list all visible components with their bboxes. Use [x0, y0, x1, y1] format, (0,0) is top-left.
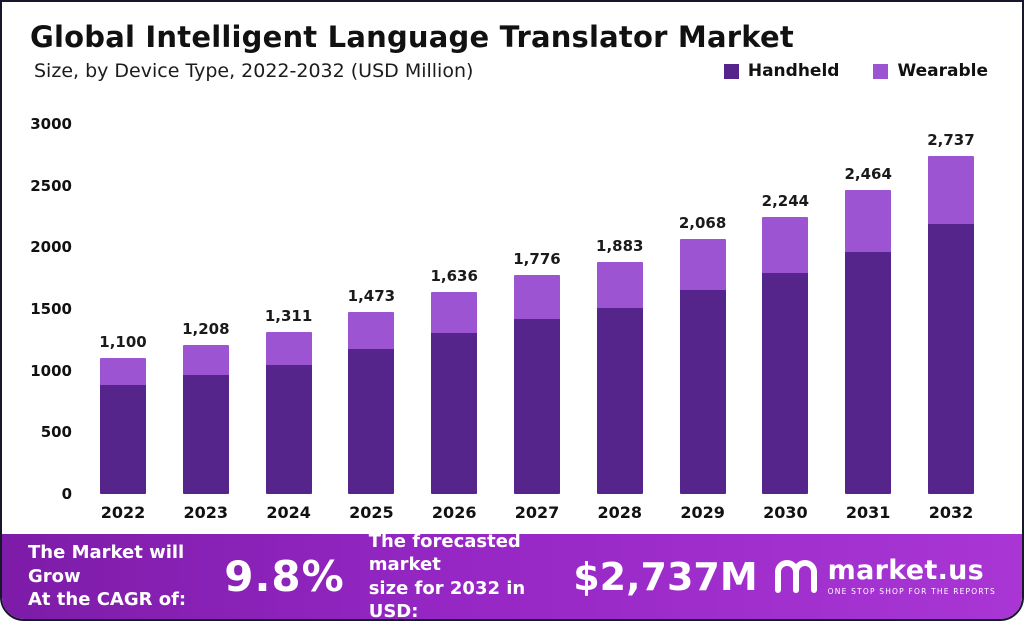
y-axis: 0 500 1000 1500 2000 2500 3000: [30, 100, 76, 526]
subtitle-row: Size, by Device Type, 2022-2032 (USD Mil…: [30, 60, 994, 82]
plot-wrap: 0 500 1000 1500 2000 2500 3000 1,100 2022 1,208 2…: [30, 100, 994, 526]
segment-wearable: [927, 156, 974, 224]
stacked-bar: [513, 274, 560, 494]
legend-swatch: [723, 63, 739, 79]
segment-wearable: [348, 312, 395, 350]
footer-banner: The Market will Grow At the CAGR of: 9.8…: [2, 531, 1022, 619]
y-tick-label: 3000: [30, 115, 72, 133]
segment-wearable: [596, 261, 643, 309]
legend-swatch: [873, 63, 889, 79]
legend: Handheld Wearable: [723, 61, 994, 81]
bar-value-label: 1,636: [430, 267, 478, 286]
bar-value-label: 2,464: [844, 165, 892, 184]
stacked-bar: [679, 238, 726, 494]
x-tick-label: 2028: [597, 503, 643, 522]
stacked-bar: [431, 292, 478, 494]
legend-label: Handheld: [747, 61, 840, 81]
segment-handheld: [679, 289, 726, 494]
x-tick-label: 2027: [514, 503, 560, 522]
stacked-bar: [348, 312, 395, 494]
segment-wearable: [100, 358, 146, 386]
brand-name: market.us: [827, 555, 985, 587]
cagr-value: 9.8%: [224, 552, 345, 601]
bar-value-label: 2,244: [761, 192, 810, 211]
bar-value-label: 1,208: [182, 320, 230, 339]
chart-section: Global Intelligent Language Translator M…: [2, 2, 1022, 534]
segment-handheld: [182, 374, 229, 494]
segment-handheld: [927, 223, 974, 494]
segment-handheld: [265, 364, 312, 494]
plot-area: 1,100 2022 1,208 2023 1,311 2024 1,473 2025 1,63…: [82, 100, 992, 526]
bar-group-2025: 1,473 2025: [330, 287, 412, 526]
cagr-label: The Market will Grow At the CAGR of:: [28, 542, 187, 611]
bar-value-label: 2,737: [927, 131, 975, 150]
segment-handheld: [513, 318, 560, 494]
bar-value-label: 1,311: [264, 307, 313, 326]
forecast-label: The forecasted market size for 2032 in U…: [368, 530, 526, 621]
bar-group-2027: 1,776 2027: [496, 250, 578, 526]
stacked-bar: [265, 332, 312, 494]
page-title: Global Intelligent Language Translator M…: [30, 20, 794, 54]
stacked-bar: [100, 358, 146, 494]
bar-value-label: 1,473: [347, 287, 396, 306]
bar-group-2023: 1,208 2023: [165, 320, 247, 526]
bar-value-label: 1,100: [99, 333, 147, 352]
bar-value-label: 1,776: [513, 249, 561, 268]
x-tick-label: 2030: [763, 503, 808, 522]
legend-item-wearable: Wearable: [873, 61, 988, 81]
segment-handheld: [762, 272, 809, 494]
x-tick-label: 2029: [680, 503, 725, 522]
brand-tagline: ONE STOP SHOP FOR THE REPORTS: [827, 587, 996, 597]
marketus-logo: market.us ONE STOP SHOP FOR THE REPORTS: [774, 557, 996, 597]
segment-handheld: [845, 251, 892, 494]
bar-value-label: 2,068: [678, 213, 727, 232]
stacked-bar: [596, 261, 643, 494]
bar-group-2022: 1,100 2022: [82, 333, 164, 526]
y-tick-label: 2500: [30, 176, 72, 195]
x-tick-label: 2025: [349, 503, 394, 522]
x-tick-label: 2032: [928, 503, 974, 522]
bar-group-2028: 1,883 2028: [579, 237, 661, 526]
y-tick-label: 1500: [30, 300, 72, 318]
chart-subtitle: Size, by Device Type, 2022-2032 (USD Mil…: [34, 60, 474, 82]
y-tick-label: 1000: [30, 361, 72, 380]
brand-text: market.us ONE STOP SHOP FOR THE REPORTS: [828, 557, 996, 596]
bar-group-2032: 2,737 2032: [910, 131, 992, 526]
segment-handheld: [348, 349, 395, 494]
stacked-bar: [927, 156, 974, 494]
segment-wearable: [762, 217, 809, 273]
segment-wearable: [845, 190, 892, 252]
segment-wearable: [182, 345, 229, 375]
x-tick-label: 2024: [266, 503, 311, 522]
y-tick-label: 2000: [30, 238, 72, 257]
stacked-bar: [182, 345, 229, 494]
legend-label: Wearable: [897, 61, 988, 81]
segment-handheld: [596, 308, 643, 494]
y-tick-label: 0: [61, 485, 72, 503]
segment-wearable: [265, 332, 312, 365]
segment-handheld: [431, 333, 478, 494]
bar-group-2029: 2,068 2029: [662, 214, 744, 526]
legend-item-handheld: Handheld: [723, 61, 840, 81]
forecast-value: $2,737M: [573, 554, 758, 599]
bar-group-2026: 1,636 2026: [413, 267, 495, 526]
bar-group-2030: 2,244 2030: [744, 192, 826, 526]
segment-wearable: [431, 292, 478, 334]
x-tick-label: 2026: [431, 503, 477, 522]
marketus-logo-icon: [774, 557, 818, 597]
bar-group-2031: 2,464 2031: [827, 165, 909, 526]
x-tick-label: 2022: [100, 503, 146, 522]
x-tick-label: 2031: [845, 503, 891, 522]
stacked-bar: [762, 217, 809, 494]
stacked-bar: [845, 190, 892, 494]
x-tick-label: 2023: [183, 503, 229, 522]
segment-handheld: [100, 385, 146, 494]
y-tick-label: 500: [40, 423, 72, 442]
bar-group-2024: 1,311 2024: [248, 307, 330, 526]
bar-value-label: 1,883: [596, 236, 644, 255]
segment-wearable: [679, 238, 726, 290]
segment-wearable: [513, 274, 560, 319]
